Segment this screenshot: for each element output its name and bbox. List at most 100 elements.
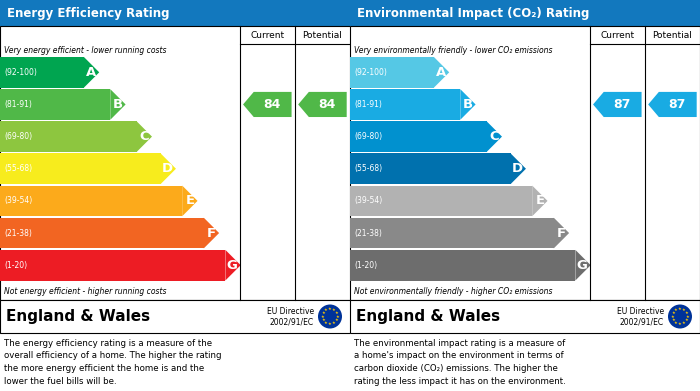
Bar xyxy=(350,89,461,120)
Text: (21-38): (21-38) xyxy=(4,228,32,238)
Circle shape xyxy=(668,305,692,328)
Text: (69-80): (69-80) xyxy=(4,132,32,141)
Bar xyxy=(350,26,700,300)
Text: G: G xyxy=(577,259,588,272)
Text: ★: ★ xyxy=(321,318,325,323)
Polygon shape xyxy=(554,218,569,248)
Text: (92-100): (92-100) xyxy=(354,68,387,77)
Text: The environmental impact rating is a measure of
a home's impact on the environme: The environmental impact rating is a mea… xyxy=(354,339,566,386)
Polygon shape xyxy=(111,89,125,120)
Text: 84: 84 xyxy=(318,98,336,111)
Bar xyxy=(0,0,350,26)
Bar xyxy=(350,153,510,184)
Text: England & Wales: England & Wales xyxy=(6,309,150,324)
Polygon shape xyxy=(486,121,502,152)
Text: ★: ★ xyxy=(321,314,324,319)
Text: ★: ★ xyxy=(674,321,678,325)
Bar xyxy=(350,0,700,26)
Text: 87: 87 xyxy=(668,98,686,111)
Text: (55-68): (55-68) xyxy=(4,164,32,173)
Polygon shape xyxy=(575,250,591,280)
Text: Current: Current xyxy=(251,30,284,39)
Text: ★: ★ xyxy=(324,308,328,312)
Text: (55-68): (55-68) xyxy=(354,164,382,173)
Text: (21-38): (21-38) xyxy=(354,228,382,238)
Bar xyxy=(0,153,160,184)
Bar xyxy=(350,218,554,248)
Text: ★: ★ xyxy=(324,321,328,325)
Text: ★: ★ xyxy=(328,307,332,311)
Text: ★: ★ xyxy=(685,318,689,323)
Text: B: B xyxy=(113,98,122,111)
Polygon shape xyxy=(225,250,241,280)
Text: ★: ★ xyxy=(321,310,325,315)
Text: B: B xyxy=(463,98,473,111)
Text: ★: ★ xyxy=(686,314,690,319)
Text: EU Directive
2002/91/EC: EU Directive 2002/91/EC xyxy=(267,307,314,326)
Polygon shape xyxy=(510,153,526,184)
Bar xyxy=(0,300,350,333)
Text: England & Wales: England & Wales xyxy=(356,309,500,324)
Text: Not energy efficient - higher running costs: Not energy efficient - higher running co… xyxy=(4,287,167,296)
Text: (1-20): (1-20) xyxy=(354,261,377,270)
Text: E: E xyxy=(186,194,195,207)
Text: The energy efficiency rating is a measure of the
overall efficiency of a home. T: The energy efficiency rating is a measur… xyxy=(4,339,221,386)
Polygon shape xyxy=(298,92,346,117)
Text: (69-80): (69-80) xyxy=(354,132,382,141)
Bar xyxy=(0,186,182,216)
Text: (81-91): (81-91) xyxy=(354,100,382,109)
Polygon shape xyxy=(84,57,99,88)
Polygon shape xyxy=(182,186,197,216)
Text: D: D xyxy=(512,162,523,175)
Text: (81-91): (81-91) xyxy=(4,100,32,109)
Text: Current: Current xyxy=(601,30,634,39)
Bar xyxy=(0,26,350,300)
Text: ★: ★ xyxy=(674,308,678,312)
Polygon shape xyxy=(136,121,152,152)
Text: Potential: Potential xyxy=(652,30,692,39)
Polygon shape xyxy=(243,92,292,117)
Text: ★: ★ xyxy=(335,310,339,315)
Text: ★: ★ xyxy=(682,308,686,312)
Bar xyxy=(0,57,84,88)
Text: D: D xyxy=(162,162,173,175)
Text: Environmental Impact (CO₂) Rating: Environmental Impact (CO₂) Rating xyxy=(357,7,589,20)
Text: ★: ★ xyxy=(332,321,336,325)
Text: ★: ★ xyxy=(678,307,682,311)
Bar xyxy=(0,250,225,280)
Text: ★: ★ xyxy=(328,322,332,326)
Text: Energy Efficiency Rating: Energy Efficiency Rating xyxy=(7,7,169,20)
Polygon shape xyxy=(648,92,696,117)
Polygon shape xyxy=(461,89,475,120)
Text: Very environmentally friendly - lower CO₂ emissions: Very environmentally friendly - lower CO… xyxy=(354,46,552,55)
Text: (1-20): (1-20) xyxy=(4,261,27,270)
Bar xyxy=(350,300,700,333)
Text: A: A xyxy=(86,66,96,79)
Text: F: F xyxy=(207,226,216,240)
Bar xyxy=(0,218,204,248)
Text: Very energy efficient - lower running costs: Very energy efficient - lower running co… xyxy=(4,46,167,55)
Text: ★: ★ xyxy=(671,318,675,323)
Bar xyxy=(0,89,111,120)
Text: ★: ★ xyxy=(332,308,336,312)
Bar xyxy=(350,57,434,88)
Text: 84: 84 xyxy=(263,98,281,111)
Text: EU Directive
2002/91/EC: EU Directive 2002/91/EC xyxy=(617,307,664,326)
Text: (39-54): (39-54) xyxy=(4,196,32,205)
Polygon shape xyxy=(434,57,449,88)
Text: ★: ★ xyxy=(685,310,689,315)
Bar xyxy=(350,186,532,216)
Polygon shape xyxy=(160,153,176,184)
Text: F: F xyxy=(557,226,566,240)
Text: ★: ★ xyxy=(336,314,340,319)
Bar xyxy=(0,121,136,152)
Text: Potential: Potential xyxy=(302,30,342,39)
Text: 87: 87 xyxy=(613,98,631,111)
Text: Not environmentally friendly - higher CO₂ emissions: Not environmentally friendly - higher CO… xyxy=(354,287,552,296)
Text: (92-100): (92-100) xyxy=(4,68,37,77)
Bar xyxy=(350,250,575,280)
Polygon shape xyxy=(204,218,219,248)
Text: ★: ★ xyxy=(335,318,339,323)
Text: ★: ★ xyxy=(678,322,682,326)
Text: (39-54): (39-54) xyxy=(354,196,382,205)
